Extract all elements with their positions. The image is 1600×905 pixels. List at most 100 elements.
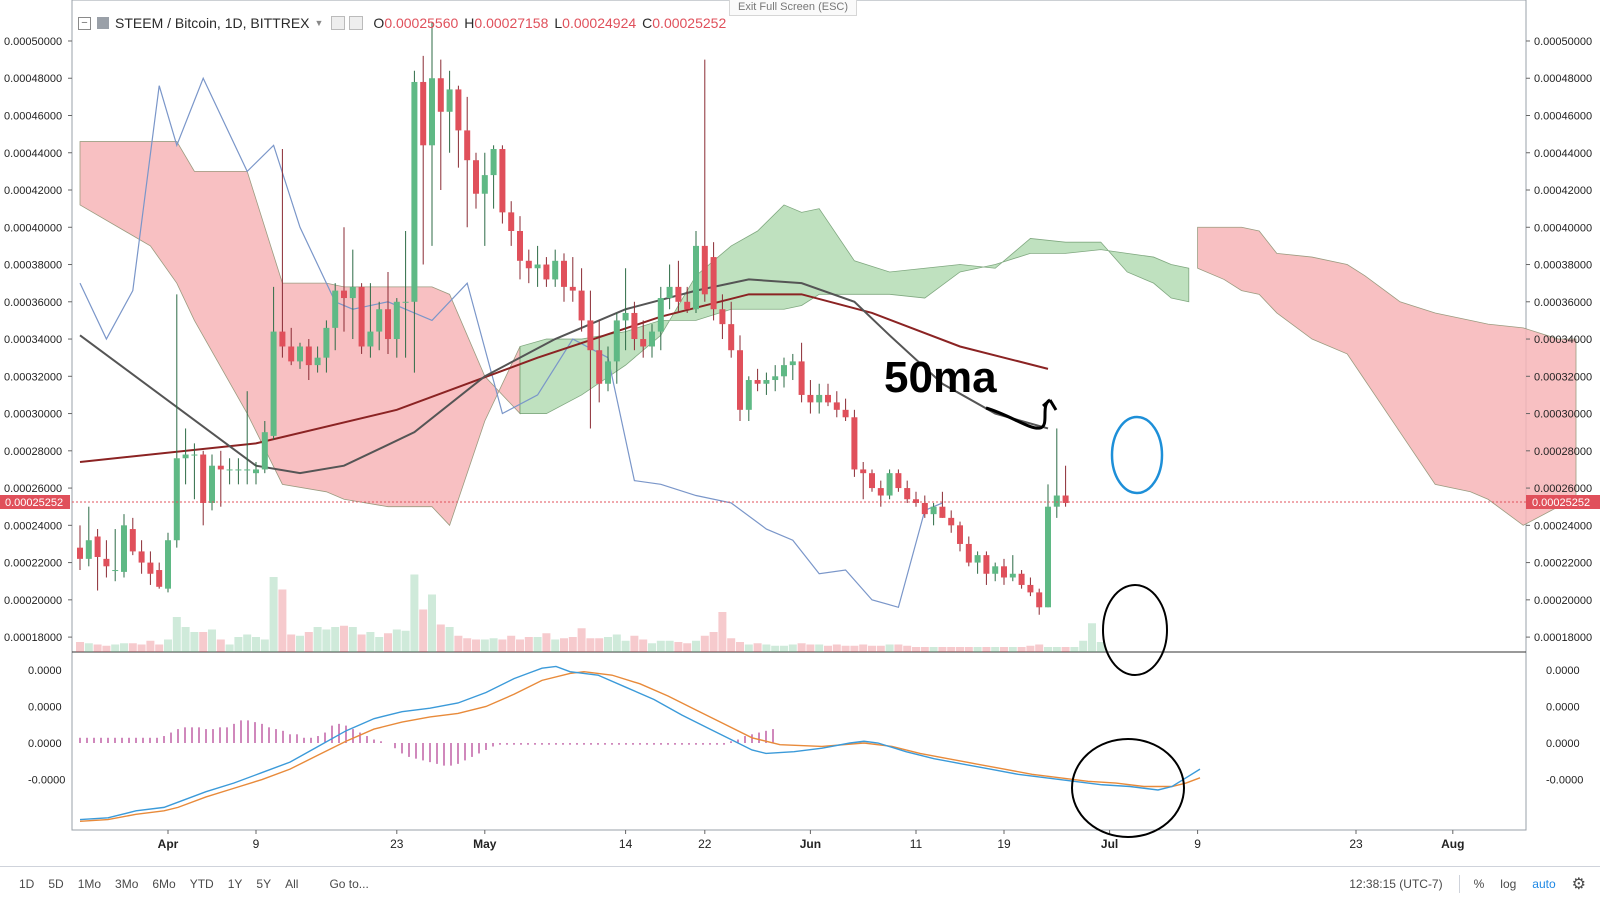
volume-bar — [595, 638, 604, 652]
candle — [349, 249, 356, 340]
candle-body — [992, 566, 999, 574]
timeframe-ytd[interactable]: YTD — [189, 876, 214, 891]
volume-bar — [771, 645, 780, 652]
price-tick-label-right: 0.00018000 — [1534, 632, 1592, 644]
timeframe-all[interactable]: All — [285, 876, 299, 891]
volume-bar — [331, 627, 340, 652]
candle-body — [833, 402, 840, 410]
candle — [930, 502, 937, 526]
time-tick-label: 22 — [698, 837, 712, 851]
price-tick-label-right: 0.00038000 — [1534, 260, 1592, 272]
volume-bar — [252, 637, 260, 652]
auto-toggle[interactable]: auto — [1532, 876, 1556, 891]
volume-bar — [656, 640, 665, 652]
goto-button[interactable]: Go to... — [329, 876, 369, 891]
candle — [737, 335, 743, 422]
volume-bar — [964, 647, 973, 652]
candle-body — [807, 394, 814, 403]
candle-body — [517, 230, 523, 261]
macd-pane — [79, 665, 1201, 822]
timeframe-5d[interactable]: 5D — [48, 876, 64, 891]
volume-bar — [692, 640, 700, 652]
candle — [182, 428, 189, 485]
gear-icon[interactable]: ⚙ — [1571, 875, 1586, 893]
candle-body — [886, 473, 893, 496]
ohlc-open-key: O — [373, 15, 385, 31]
timeframe-1mo[interactable]: 1Mo — [77, 876, 102, 891]
time-tick-label: Aug — [1441, 837, 1464, 851]
volume-bar — [445, 627, 454, 652]
volume-bar — [674, 642, 683, 652]
candle-body — [490, 149, 497, 176]
volume-bar — [912, 647, 920, 652]
candle-body — [701, 245, 708, 295]
candle — [217, 450, 224, 507]
candle-body — [772, 376, 779, 381]
candle-body — [675, 286, 682, 302]
bottom-toolbar: 1D 5D 1Mo 3Mo 6Mo YTD 1Y 5Y All Go to...… — [0, 866, 1600, 900]
candle-body — [613, 320, 620, 362]
price-tick-label-right: 0.00032000 — [1534, 371, 1592, 383]
candle-body — [464, 130, 471, 161]
volume-bar — [956, 647, 964, 652]
percent-toggle[interactable]: % — [1473, 876, 1485, 891]
candle-body — [429, 78, 435, 146]
candle — [596, 320, 603, 403]
candle — [587, 290, 594, 429]
timeframe-6mo[interactable]: 6Mo — [152, 876, 176, 891]
volume-bar — [815, 644, 824, 652]
exit-fullscreen-button[interactable]: Exit Full Screen (ESC) — [729, 0, 858, 16]
candle-body — [578, 290, 585, 321]
candle-body — [525, 260, 532, 269]
candle-body — [965, 543, 972, 563]
timeframe-1d[interactable]: 1D — [19, 876, 35, 891]
candle — [965, 536, 972, 567]
collapse-icon[interactable]: − — [78, 16, 91, 30]
candle — [772, 365, 779, 392]
candle — [209, 454, 215, 511]
candle — [798, 342, 805, 403]
candle — [455, 85, 462, 168]
candle-body — [587, 320, 594, 351]
volume-bar — [929, 647, 938, 652]
candle — [649, 324, 655, 358]
candle-body — [332, 290, 339, 328]
volume-bar — [709, 632, 718, 652]
ichimoku-cloud — [79, 141, 1577, 527]
timeframe-3mo[interactable]: 3Mo — [115, 876, 139, 891]
candle — [490, 145, 497, 209]
candle — [226, 458, 233, 485]
price-tick-label-left: 0.00048000 — [4, 73, 62, 85]
candle — [719, 294, 726, 340]
volume-bar — [885, 644, 894, 652]
volume-bar — [392, 629, 401, 652]
timeframe-5y[interactable]: 5Y — [256, 876, 272, 891]
annotation-arrow — [985, 398, 1058, 430]
ohlc-low-value: 0.00024924 — [562, 15, 637, 31]
volume-bar — [164, 639, 172, 652]
candle-body — [103, 558, 110, 567]
candle — [1001, 558, 1007, 585]
volume-bar — [832, 644, 841, 652]
candle-body — [1036, 592, 1043, 608]
candle-body — [948, 517, 955, 526]
volume-bar — [480, 639, 489, 652]
log-toggle[interactable]: log — [1500, 876, 1517, 891]
clock[interactable]: 12:38:15 (UTC-7) — [1349, 876, 1443, 891]
candle — [992, 562, 999, 582]
last-price-line: 0.00025252 0.00025252 — [0, 495, 1600, 510]
volume-bar — [1044, 647, 1052, 652]
symbol-title[interactable]: STEEM / Bitcoin, 1D, BITTREX — [115, 15, 310, 31]
timeframe-1y[interactable]: 1Y — [227, 876, 243, 891]
candle — [173, 294, 180, 548]
candle-body — [349, 286, 356, 299]
candle — [393, 298, 400, 358]
candles[interactable] — [77, 22, 1069, 615]
volume-bar — [463, 638, 472, 652]
candle-body — [279, 331, 286, 347]
candle — [561, 253, 567, 302]
hide-icon[interactable] — [349, 16, 364, 30]
chevron-down-icon[interactable]: ▼ — [314, 18, 324, 28]
settings-icon[interactable] — [331, 16, 346, 30]
